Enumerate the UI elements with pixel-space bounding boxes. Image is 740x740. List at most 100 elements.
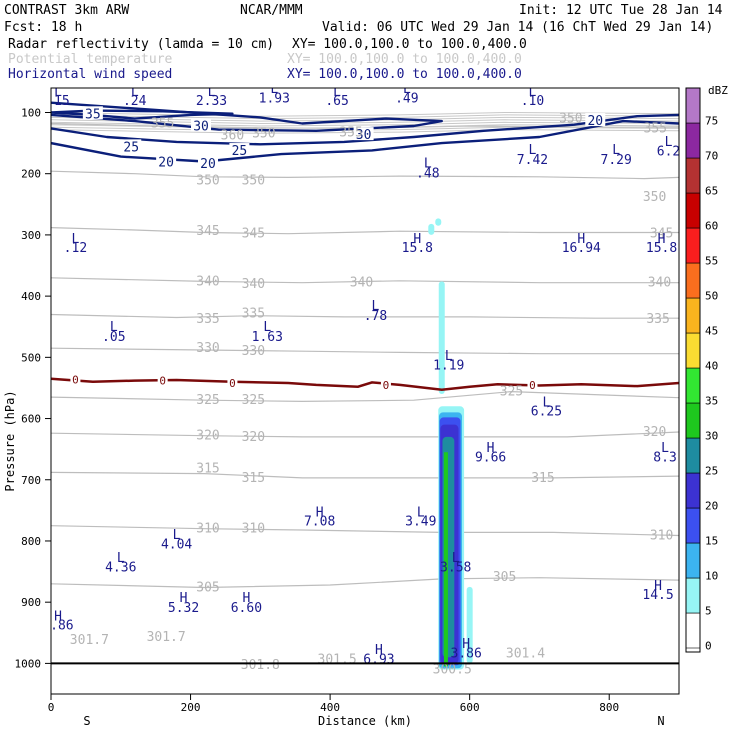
wind-label-bg xyxy=(121,139,142,153)
theta-label: 350 xyxy=(196,173,219,188)
x-tick-label: 600 xyxy=(460,701,480,714)
hl-marker: L xyxy=(208,85,216,100)
colorbar-swatch-40 xyxy=(685,332,701,369)
theta-contour-305 xyxy=(51,577,679,589)
hl-marker: L xyxy=(270,82,278,97)
zero-isotherm-label: 0 xyxy=(529,379,536,392)
hl-marker: L xyxy=(543,395,551,410)
theta-label: 340 xyxy=(648,276,671,291)
wind-label-bg xyxy=(198,155,218,169)
colorbar-swatch-35 xyxy=(685,367,701,404)
x-tick-label: 400 xyxy=(320,701,340,714)
hl-marker: L xyxy=(529,143,537,158)
field-name-theta: Potential temperature xyxy=(8,52,173,67)
y-tick-label: 1000 xyxy=(15,657,42,670)
hl-value: .78 xyxy=(364,309,387,324)
wind-label-bg xyxy=(156,154,177,168)
colorbar-level-label: 15 xyxy=(705,535,718,548)
y-tick-label: 900 xyxy=(21,596,41,609)
wind-speed-label: 30 xyxy=(356,128,372,143)
hl-value: 15.8 xyxy=(402,241,433,256)
theta-label: 305 xyxy=(493,570,516,585)
hl-marker: H xyxy=(462,637,470,652)
theta-label: 330 xyxy=(196,341,219,356)
hl-value: 9.66 xyxy=(475,450,506,465)
theta-label: 355 xyxy=(151,117,174,132)
colorbar-level-label: 0 xyxy=(705,640,712,653)
colorbar-level-label: 40 xyxy=(705,360,718,373)
colorbar-level-label: 30 xyxy=(705,430,718,443)
colorbar-level-label: 5 xyxy=(705,605,712,618)
theta-contour-315 xyxy=(51,471,679,479)
hl-marker: L xyxy=(173,528,181,543)
theta-label: 330 xyxy=(242,344,265,359)
hl-value: 3.86 xyxy=(451,646,482,661)
plot-content: 0 0 0 0 0 35 30 30 25 25 20 20 20 355 360 350 355 350 355 3… xyxy=(42,82,680,678)
reflectivity-plume xyxy=(466,586,473,664)
colorbar-level-label: 70 xyxy=(705,150,718,163)
header: CONTRAST 3km ARW NCAR/MMM Init: 12 UTC T… xyxy=(4,3,723,82)
reflectivity-plume xyxy=(435,218,442,226)
theta-contour-upper xyxy=(51,121,679,127)
theta-label: 340 xyxy=(242,277,265,292)
colorbar-swatch-55 xyxy=(685,227,701,264)
hl-marker: H xyxy=(242,591,250,606)
hl-marker: L xyxy=(110,320,118,335)
colorbar-swatch-75 xyxy=(685,87,701,124)
hl-marker: L xyxy=(445,349,453,364)
wind-label-bg xyxy=(82,106,103,120)
hl-marker: L xyxy=(424,157,432,172)
wind-contour-30 xyxy=(51,101,443,133)
theta-contour-350 xyxy=(51,170,679,180)
theta-label: 335 xyxy=(646,312,669,327)
hl-value: 4.04 xyxy=(161,537,192,552)
colorbar-title: dBZ xyxy=(708,84,728,97)
theta-contour-310 xyxy=(51,525,679,537)
hl-value: 6.93 xyxy=(363,652,394,667)
wind-speed-label: 25 xyxy=(232,144,248,159)
wind-speed-label: 20 xyxy=(587,114,603,129)
colorbar-level-label: 75 xyxy=(705,115,718,128)
theta-label: 300.5 xyxy=(433,663,472,678)
zero-isotherm-label: 0 xyxy=(159,375,166,388)
theta-contour-upper xyxy=(51,119,679,125)
hl-marker: L xyxy=(131,85,139,100)
theta-label: 355 xyxy=(644,121,667,136)
wind-label-bg xyxy=(191,118,212,132)
hl-value: .24 xyxy=(123,94,147,109)
theta-label: 345 xyxy=(196,224,219,239)
hl-marker: L xyxy=(529,85,537,100)
hl-value: .65 xyxy=(325,94,348,109)
hl-value: .49 xyxy=(395,92,418,107)
plot-area: 0 0 0 0 0 35 30 30 25 25 20 20 20 355 360 350 355 350 355 3… xyxy=(42,82,680,678)
hl-value: .15 xyxy=(46,94,69,109)
theta-label: 335 xyxy=(196,312,219,327)
hl-value: 2.33 xyxy=(196,94,227,109)
wind-contour-25 xyxy=(51,113,679,146)
wind-speed-label: 20 xyxy=(200,157,216,172)
hl-marker: H xyxy=(375,643,383,658)
hl-value: 3.58 xyxy=(440,561,471,576)
hl-value: 6.25 xyxy=(531,404,562,419)
y-tick-label: 600 xyxy=(21,413,41,426)
hl-value: 6.2 xyxy=(657,144,680,159)
hl-value: 7.86 xyxy=(42,619,73,634)
theta-label: 325 xyxy=(242,393,265,408)
hl-value: 5.32 xyxy=(168,601,199,616)
hl-marker: H xyxy=(577,232,585,247)
theta-contour-335 xyxy=(51,313,679,319)
theta-contour-325 xyxy=(51,390,679,403)
theta-label: 301.7 xyxy=(147,630,186,645)
theta-contour-345 xyxy=(51,227,679,235)
colorbar-swatch-20 xyxy=(685,472,701,509)
hl-marker: H xyxy=(654,579,662,594)
theta-label: 301.5 xyxy=(318,653,357,668)
zero-label-bg xyxy=(70,373,81,385)
wind-label-bg xyxy=(585,113,606,127)
theta-contour-upper xyxy=(51,114,679,120)
theta-label: 315 xyxy=(531,471,554,486)
colorbar-level-label: 35 xyxy=(705,395,718,408)
hl-value: 7.29 xyxy=(601,153,632,168)
theta-label: 345 xyxy=(650,227,673,242)
theta-label: 301.7 xyxy=(70,633,109,648)
